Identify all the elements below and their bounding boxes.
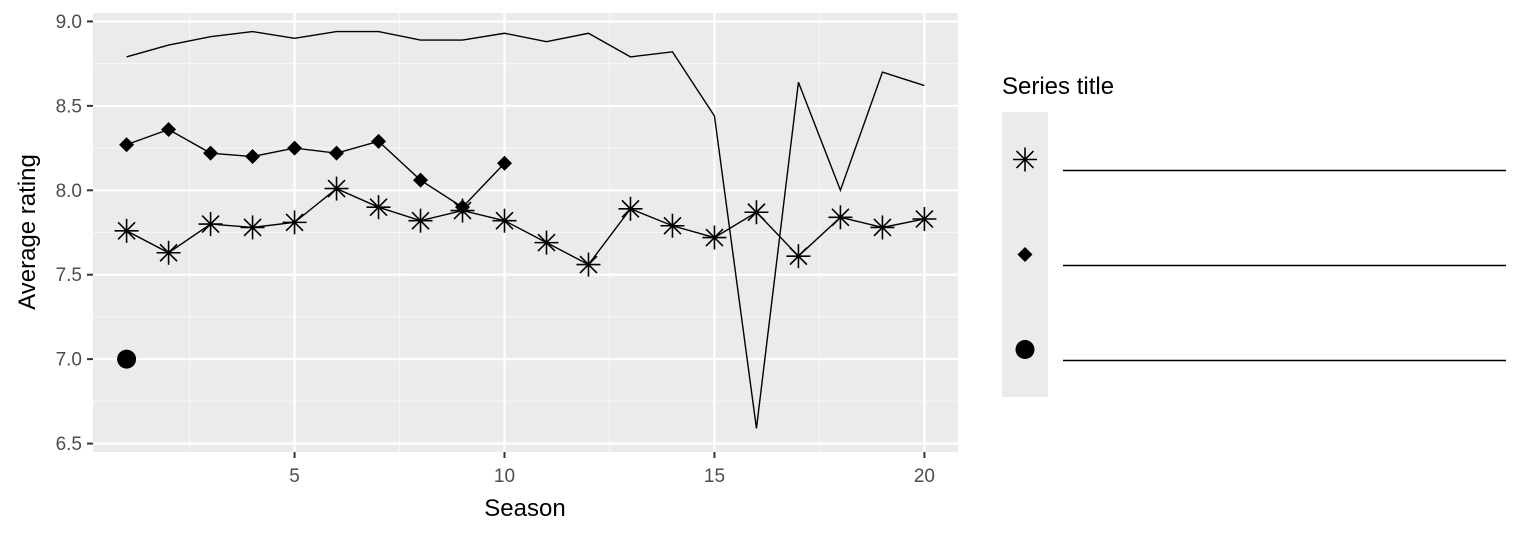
data-point-asterisk: [912, 206, 937, 231]
data-point-asterisk: [240, 215, 265, 240]
x-tick-label: 20: [914, 466, 935, 487]
y-tick-label: 9.0: [56, 12, 82, 33]
data-point-asterisk: [534, 230, 559, 255]
data-point-diamond: [203, 145, 219, 161]
series-line: [126, 30, 925, 429]
data-point-diamond: [119, 137, 135, 153]
x-tick-label: 10: [494, 466, 515, 487]
data-point-diamond: [329, 145, 345, 161]
y-axis-title: Average rating: [14, 154, 41, 310]
data-point-asterisk: [450, 198, 475, 223]
data-point-asterisk: [618, 196, 643, 221]
series-circle: [117, 349, 137, 369]
data-point-asterisk: [324, 176, 349, 201]
legend-title: Series title: [1002, 73, 1114, 100]
data-point-asterisk: [198, 212, 223, 237]
data-point-asterisk: [114, 218, 139, 243]
data-point-diamond: [371, 133, 387, 149]
data-point-asterisk: [786, 244, 811, 269]
data-point-asterisk: [282, 210, 307, 235]
axes: 5 10 15 20 6.5 7.0 7.5 8.0 8.5 9.0: [56, 12, 935, 487]
x-tick-label: 5: [289, 466, 300, 487]
y-tick-label: 7.5: [56, 265, 82, 286]
data-point-circle: [117, 349, 137, 369]
data-point-asterisk: [408, 208, 433, 233]
data-point-asterisk: [576, 252, 601, 277]
y-tick-label: 6.5: [56, 434, 82, 455]
y-tick-label: 8.0: [56, 181, 82, 202]
data-point-asterisk: [492, 208, 517, 233]
legend-key-asterisk: [1013, 147, 1037, 172]
data-point-asterisk: [870, 215, 895, 240]
data-point-diamond: [161, 122, 177, 138]
series-layer: [114, 30, 937, 429]
data-point-diamond: [497, 155, 513, 171]
data-point-asterisk: [702, 225, 727, 250]
data-point-diamond: [245, 149, 261, 165]
data-point-asterisk: [366, 195, 391, 220]
data-point-diamond: [287, 140, 303, 156]
y-tick-label: 8.5: [56, 96, 82, 117]
legend-key-circle: [1015, 340, 1035, 359]
series-asterisk: [114, 176, 937, 277]
data-point-asterisk: [744, 200, 769, 225]
series-line: [126, 30, 925, 429]
series-line: [126, 128, 506, 209]
data-point-asterisk: [660, 213, 685, 238]
data-point-asterisk: [828, 205, 853, 230]
x-tick-label: 15: [704, 466, 725, 487]
data-point-diamond: [413, 172, 429, 188]
legend-key-diamond: [1017, 247, 1033, 262]
legend: [1002, 112, 1506, 397]
x-axis-title: Season: [484, 495, 565, 522]
y-tick-label: 7.0: [56, 350, 82, 371]
data-point-asterisk: [156, 240, 181, 265]
